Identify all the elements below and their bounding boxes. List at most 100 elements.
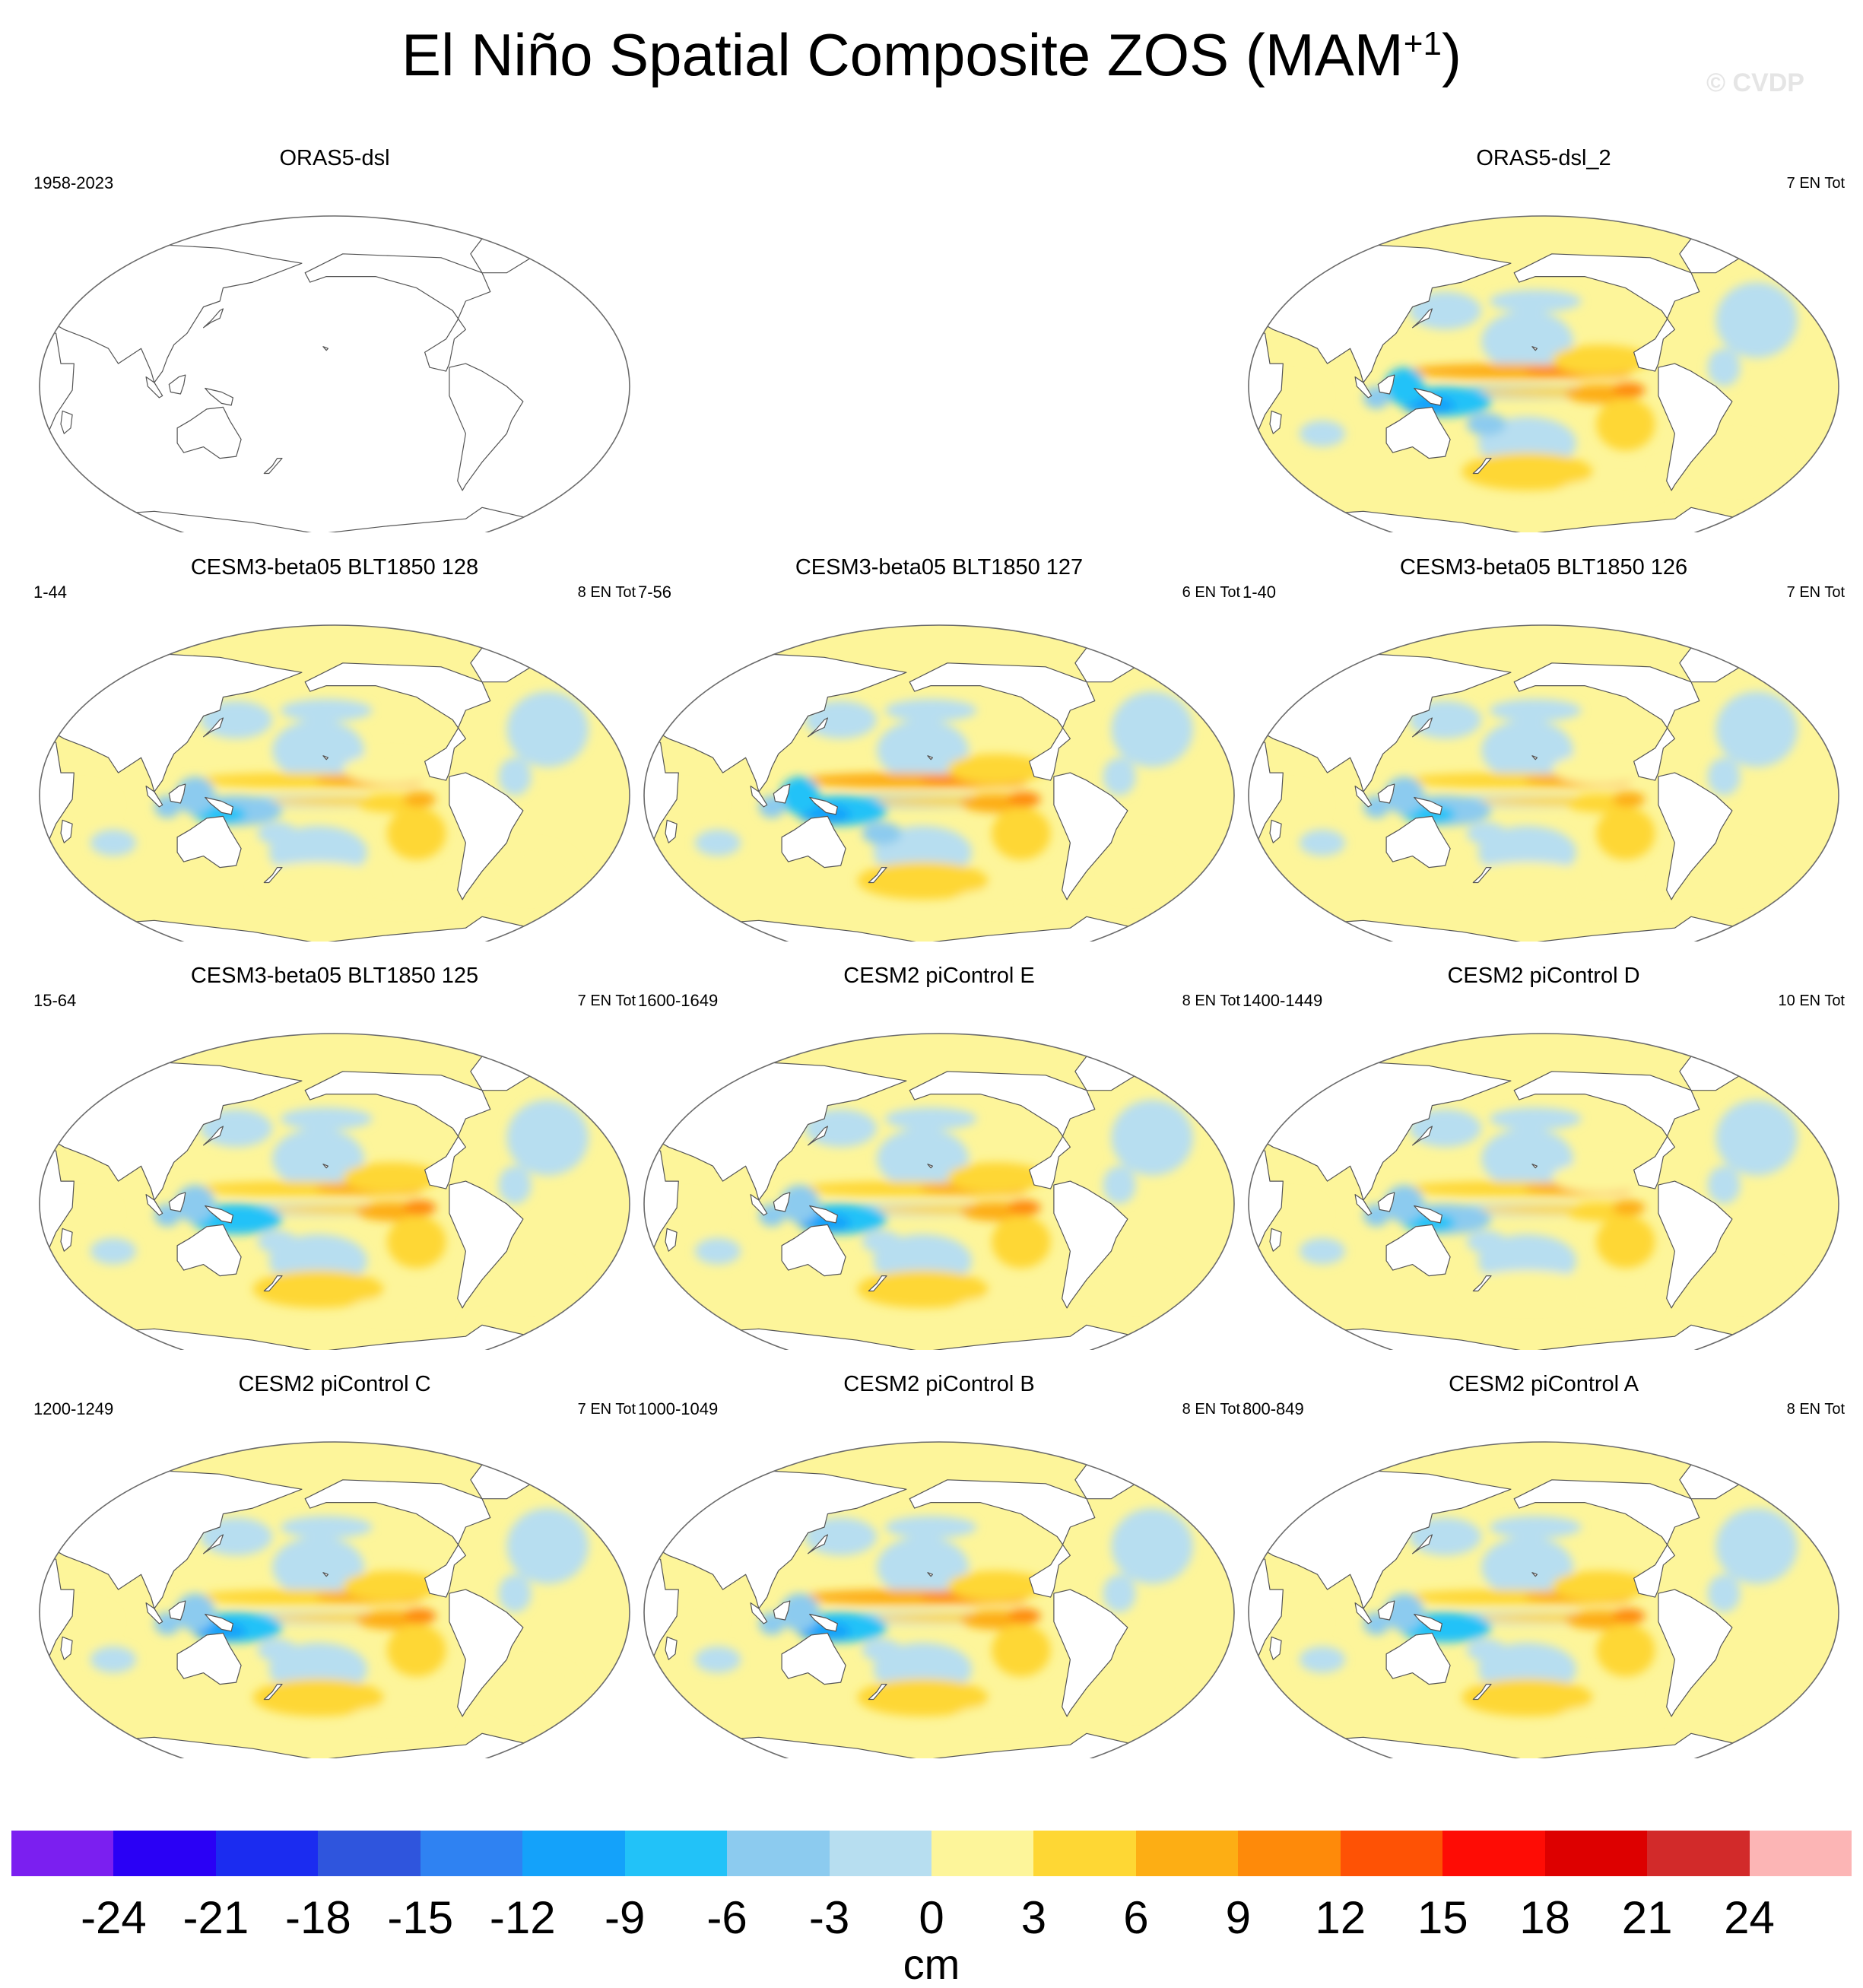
- map-panel: CESM3-beta05 BLT1850 126 1-40 7 EN Tot: [1239, 554, 1848, 942]
- anomaly-region: [272, 1536, 364, 1598]
- land-borneo: [168, 783, 186, 804]
- colorbar-swatch: [318, 1831, 421, 1876]
- colorbar-tick-label: -21: [182, 1892, 249, 1943]
- anomaly-region: [1299, 1237, 1346, 1265]
- land-japan: [1412, 1126, 1433, 1146]
- land-madagascar: [665, 1227, 678, 1252]
- land-asia: [40, 243, 303, 383]
- panel-period: 1958-2023: [33, 173, 114, 192]
- panel-title: CESM2 piControl E: [843, 964, 1035, 988]
- panel-event-count: 8 EN Tot: [577, 584, 636, 601]
- land-borneo: [1377, 783, 1395, 804]
- land-north-america: [909, 1479, 1096, 1598]
- panel-event-count: 8 EN Tot: [1182, 1401, 1240, 1418]
- land-hawaii: [1531, 346, 1538, 351]
- land-antarctica: [1249, 1732, 1839, 1758]
- land-antarctica: [644, 916, 1234, 942]
- anomaly-region: [857, 1678, 989, 1716]
- colorbar-tick-label: 0: [919, 1892, 944, 1943]
- land-new-guinea: [205, 1205, 233, 1224]
- anomaly-region: [403, 1200, 436, 1215]
- land-borneo: [773, 783, 791, 804]
- anomaly-region: [884, 1516, 977, 1539]
- anomaly-region: [252, 862, 384, 900]
- land-south-america: [449, 1180, 524, 1309]
- colorbar-tick-label: 21: [1621, 1892, 1673, 1943]
- panel-event-count: 10 EN Tot: [1778, 992, 1845, 1009]
- panel-event-count: 7 EN Tot: [577, 1401, 636, 1418]
- land-sumatra: [145, 1194, 163, 1216]
- anomaly-region: [403, 792, 436, 807]
- land-north-america: [304, 253, 491, 372]
- land-north-america: [1513, 662, 1700, 781]
- panel-event-count: 8 EN Tot: [1182, 992, 1240, 1009]
- land-sumatra: [145, 376, 163, 399]
- anomaly-region: [351, 1705, 449, 1728]
- panel-period: 1600-1649: [638, 991, 719, 1010]
- anomaly-region: [1090, 1253, 1182, 1307]
- land-hawaii: [1531, 755, 1538, 761]
- land-new-guinea: [809, 796, 838, 815]
- land-north-america: [1513, 1479, 1700, 1598]
- map-border: [1248, 624, 1839, 942]
- colorbar-swatch: [1544, 1831, 1648, 1876]
- anomaly-region: [1596, 807, 1655, 860]
- colorbar-swatch: [1238, 1831, 1341, 1876]
- colorbar-swatch: [1647, 1831, 1750, 1876]
- colorbar-tick-label: 24: [1724, 1892, 1775, 1943]
- land-africa-edge: [40, 329, 75, 449]
- anomaly-region: [498, 1166, 532, 1204]
- anomaly-region: [257, 1230, 297, 1253]
- land-antarctica: [40, 507, 630, 532]
- map-panel: CESM2 piControl A 800-849 8 EN Tot: [1239, 1370, 1848, 1758]
- anomaly-region: [1466, 1230, 1506, 1253]
- map-panel: CESM3-beta05 BLT1850 127 7-56 6 EN Tot: [635, 554, 1243, 942]
- land-sumatra: [1354, 786, 1373, 808]
- anomaly-region: [1466, 821, 1506, 845]
- anomaly-region: [1462, 1270, 1593, 1308]
- land-north-america: [909, 1071, 1096, 1189]
- anomaly-region: [1481, 310, 1573, 372]
- land-antarctica: [1249, 1324, 1839, 1350]
- anomaly-region: [485, 844, 578, 898]
- panel-title: CESM2 piControl A: [1449, 1372, 1639, 1396]
- colorbar-tick-label: 15: [1417, 1892, 1468, 1943]
- anomaly-region: [857, 1270, 989, 1308]
- colorbar-swatch: [420, 1831, 523, 1876]
- anomaly-region: [1596, 398, 1655, 451]
- land-hawaii: [322, 755, 328, 761]
- anomaly-region: [1715, 691, 1798, 767]
- anomaly-region: [1489, 1107, 1582, 1130]
- map-panel: ORAS5-dsl_2 7 EN Tot: [1239, 144, 1848, 532]
- anomaly-region: [1694, 435, 1787, 489]
- robinson-map: [39, 1441, 630, 1758]
- colorbar-swatch: [1340, 1831, 1443, 1876]
- map-panel: CESM3-beta05 BLT1850 128 1-44 8 EN Tot: [30, 554, 639, 942]
- land-new-zealand: [263, 458, 283, 475]
- anomaly-region: [992, 1624, 1051, 1677]
- anomaly-region: [1596, 1215, 1655, 1269]
- land-antarctica: [40, 1324, 630, 1350]
- anomaly-region: [947, 754, 1046, 785]
- colorbar-swatch: [522, 1831, 626, 1876]
- anomaly-region: [1103, 1166, 1136, 1204]
- anomaly-region: [877, 1128, 969, 1189]
- panel-period: 1-44: [33, 583, 68, 602]
- land-new-guinea: [809, 1205, 838, 1224]
- panel-title: CESM3-beta05 BLT1850 127: [795, 555, 1084, 580]
- land-new-zealand: [1472, 1684, 1492, 1701]
- anomaly-region: [257, 821, 297, 845]
- panel-title: CESM2 piControl C: [238, 1372, 431, 1396]
- colorbar-tick-label: -12: [489, 1892, 556, 1943]
- robinson-map: [1248, 1441, 1839, 1758]
- land-new-zealand: [263, 1684, 283, 1701]
- anomaly-region: [1090, 844, 1182, 898]
- colorbar-swatch: [829, 1831, 932, 1876]
- anomaly-region: [1103, 1574, 1136, 1612]
- anomaly-region: [992, 1215, 1051, 1269]
- colorbar-swatch: [727, 1831, 830, 1876]
- land-madagascar: [1269, 1636, 1282, 1660]
- anomaly-region: [485, 1661, 578, 1715]
- panel-period: 1400-1449: [1243, 991, 1323, 1010]
- anomaly-region: [1612, 1609, 1646, 1624]
